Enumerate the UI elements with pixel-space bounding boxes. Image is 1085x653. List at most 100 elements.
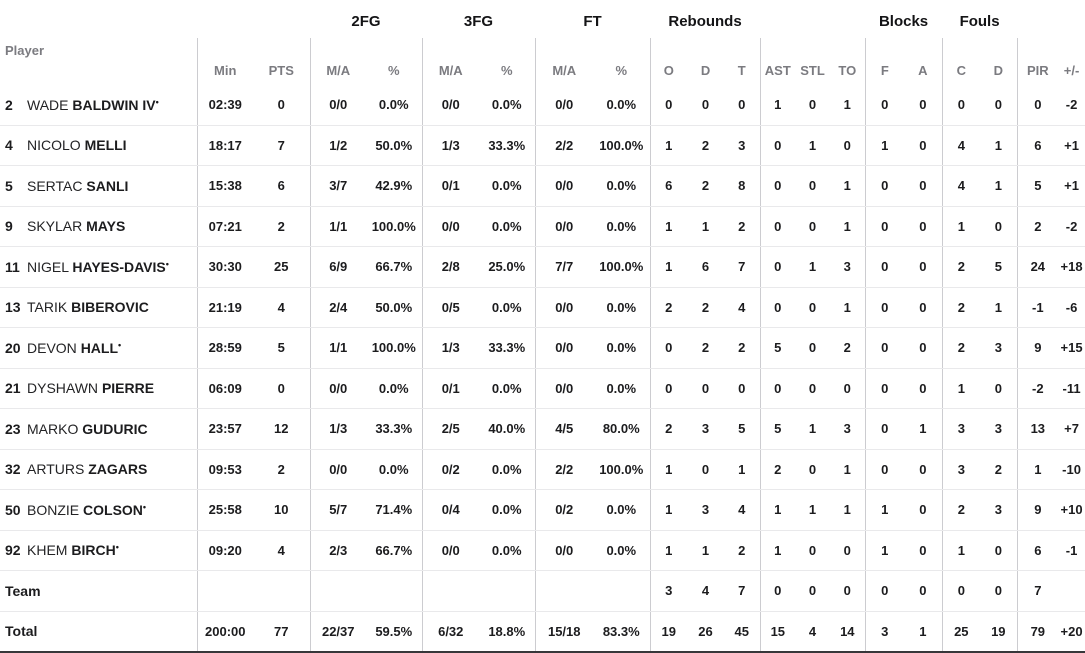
- group-header-blocks: Blocks: [878, 12, 929, 30]
- stat-cell: [421, 570, 479, 612]
- total-row: Total 200:00 77 22/37 59.5% 6/32 18.8% 15/18 83.…: [0, 611, 1085, 653]
- stat-cell: 23:57: [196, 408, 253, 450]
- stat-cell: 0: [687, 85, 725, 126]
- stat-cell: 30:30: [196, 246, 253, 288]
- stat-cell: 0: [724, 368, 761, 409]
- stat-cell: 3: [830, 246, 866, 288]
- stat-cell: +1: [1058, 165, 1085, 207]
- stat-cell: 0: [830, 530, 866, 571]
- stat-cell: 9: [1016, 489, 1059, 531]
- jersey-number: 5: [5, 177, 13, 194]
- stat-cell: 4: [724, 287, 761, 328]
- stat-cell: 12: [253, 408, 310, 450]
- jersey-number: 4: [5, 137, 13, 154]
- player-first-name: BONZIE: [27, 501, 84, 518]
- stat-cell: 0.0%: [479, 530, 535, 571]
- stat-cell: 0.0%: [593, 327, 651, 369]
- stat-cell: 0/0: [309, 368, 366, 409]
- stat-cell: 0: [864, 85, 905, 126]
- stat-cell: 6: [1016, 125, 1059, 166]
- col-header-3fg-ma: M/A: [421, 38, 479, 85]
- player-name-cell: 13 TARIK BIBEROVIC: [0, 287, 197, 328]
- stat-cell: 2: [724, 206, 761, 247]
- stat-cell: [593, 570, 651, 612]
- row-label: Total: [5, 623, 38, 640]
- stat-cell: 0: [864, 246, 905, 288]
- row-label: Team: [5, 582, 41, 599]
- stat-cell: 1: [759, 85, 796, 126]
- group-header-spacer: [1017, 0, 1085, 38]
- stat-cell: 2: [253, 449, 310, 490]
- stat-cell: 1/3: [309, 408, 366, 450]
- stat-cell: 26: [687, 611, 725, 653]
- stat-cell: 0.0%: [593, 368, 651, 409]
- stat-cell: 2: [941, 327, 981, 369]
- player-first-name: SERTAC: [27, 177, 87, 194]
- stat-cell: 07:21: [196, 206, 253, 247]
- stat-cell: 1: [941, 206, 981, 247]
- player-last-name: GUDURIC: [82, 420, 148, 437]
- stat-cell: 0/1: [421, 165, 479, 207]
- stat-cell: 7: [724, 246, 761, 288]
- player-row: 5 SERTAC SANLI 15:38 6 3/7 42.9% 0/1 0.0% 0/0 0.0…: [0, 165, 1085, 207]
- col-header-foul-c: C: [941, 38, 981, 85]
- player-last-name: BIBEROVIC: [71, 299, 149, 316]
- stat-cell: 1: [830, 287, 866, 328]
- stat-cell: 0: [980, 530, 1018, 571]
- stat-cell: 100.0%: [366, 327, 422, 369]
- stat-cell: 0: [904, 85, 943, 126]
- stat-cell: 0: [795, 287, 831, 328]
- stat-cell: +15: [1058, 327, 1085, 369]
- stat-cell: 0: [759, 165, 796, 207]
- stat-cell: 4: [724, 489, 761, 531]
- stat-cell: 19: [980, 611, 1018, 653]
- jersey-number: 9: [5, 218, 13, 235]
- stat-cell: 22/37: [309, 611, 366, 653]
- stat-cell: 18:17: [196, 125, 253, 166]
- player-row: 20 DEVON HALL• 28:59 5 1/1 100.0% 1/3 33.3% 0/0 0…: [0, 327, 1085, 369]
- stat-cell: 4: [687, 570, 725, 612]
- stat-cell: 0/2: [534, 489, 593, 531]
- stat-cell: 0/0: [421, 206, 479, 247]
- stat-cell: 1: [795, 246, 831, 288]
- stat-cell: 15/18: [534, 611, 593, 653]
- stat-cell: 0.0%: [593, 287, 651, 328]
- stat-cell: 1: [795, 125, 831, 166]
- stat-cell: 1: [864, 125, 905, 166]
- stat-cell: 1: [980, 125, 1018, 166]
- stat-cell: +18: [1058, 246, 1085, 288]
- stat-cell: 2: [830, 327, 866, 369]
- stat-cell: 1: [830, 85, 866, 126]
- stat-cell: 0.0%: [479, 287, 535, 328]
- stat-cell: 2/8: [421, 246, 479, 288]
- stat-cell: 3: [980, 327, 1018, 369]
- stat-cell: 0: [795, 570, 831, 612]
- stat-cell: 0: [980, 570, 1018, 612]
- player-name-cell: 5 SERTAC SANLI: [0, 165, 197, 207]
- stat-cell: 100.0%: [593, 449, 651, 490]
- stat-cell: 2: [687, 165, 725, 207]
- player-first-name: WADE: [27, 96, 73, 113]
- player-name-cell: 9 SKYLAR MAYS: [0, 206, 197, 247]
- stat-cell: 50.0%: [366, 125, 422, 166]
- stat-cell: 0.0%: [479, 489, 535, 531]
- stat-cell: 5: [1016, 165, 1059, 207]
- stat-cell: 7: [724, 570, 761, 612]
- stat-cell: 14: [830, 611, 866, 653]
- column-header-row: Player Min PTS M/A % M/A % M/A % O D T A…: [0, 38, 1085, 85]
- group-header-row: 2FG 3FG FT Rebounds Blocks Fouls: [0, 0, 1085, 38]
- stat-cell: -2: [1016, 368, 1059, 409]
- jersey-number: 32: [5, 461, 21, 478]
- jersey-number: 23: [5, 420, 21, 437]
- stat-cell: 8: [724, 165, 761, 207]
- stat-cell: -1: [1058, 530, 1085, 571]
- stat-cell: 0: [253, 85, 310, 126]
- stat-cell: +1: [1058, 125, 1085, 166]
- player-first-name: NICOLO: [27, 137, 85, 154]
- jersey-number: 11: [5, 258, 20, 275]
- stat-cell: [196, 570, 253, 612]
- group-header-3fg: 3FG: [463, 12, 494, 30]
- stat-cell: 0: [941, 570, 981, 612]
- stat-cell: 100.0%: [593, 246, 651, 288]
- stat-cell: 0: [795, 368, 831, 409]
